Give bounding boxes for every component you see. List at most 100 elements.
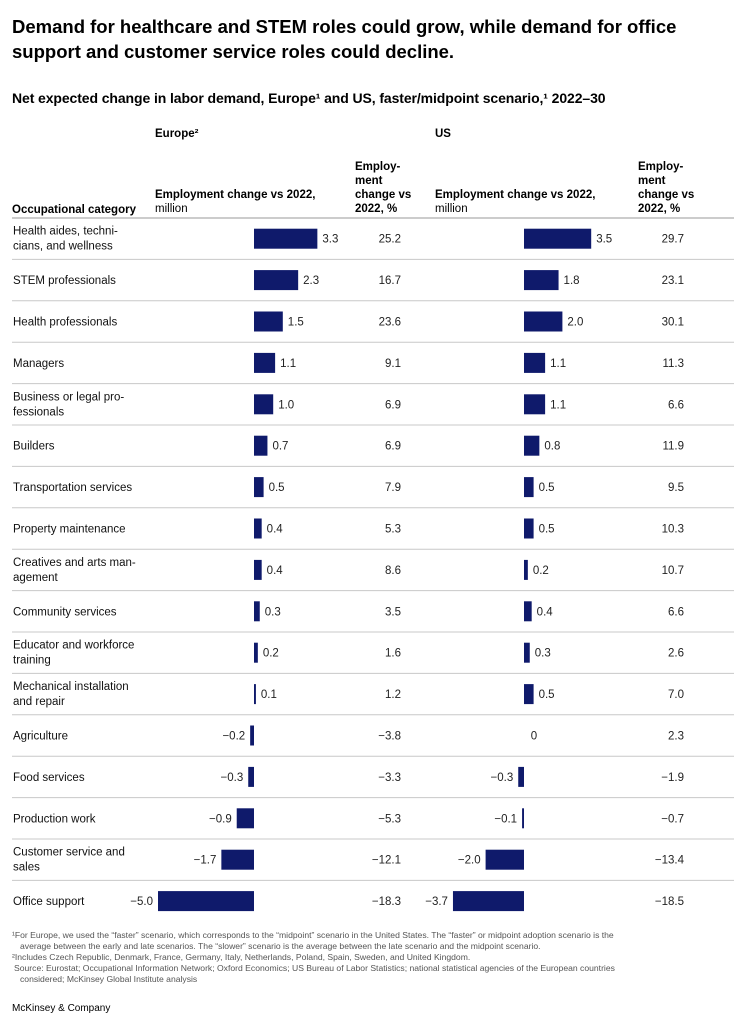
us-value-label: −0.1 (494, 813, 517, 825)
europe-bar (254, 270, 299, 291)
europe-value-label: −5.0 (130, 896, 153, 908)
europe-pct-label: −18.3 (372, 896, 401, 908)
header-us-change-million: Employment change vs 2022, million (435, 188, 595, 216)
source-note: Source: Eurostat; Occupational Informati… (14, 963, 615, 973)
footnote-1-cont: average between the early and late scena… (20, 941, 541, 951)
us-bar (524, 311, 563, 332)
header-us-change-million-label: Employment change vs 2022, (435, 189, 596, 201)
us-value-label: −3.7 (425, 896, 448, 908)
us-bar (524, 642, 530, 663)
header-occupational-category: Occupational category (12, 204, 136, 216)
us-value-label: 1.1 (550, 358, 566, 370)
category-label: Office support (13, 896, 85, 908)
us-bar (522, 808, 524, 829)
us-pct-label: 6.6 (668, 399, 684, 411)
europe-pct-label: −12.1 (372, 855, 401, 867)
region-label-europe: Europe² (155, 128, 199, 140)
us-value-label: 0.5 (539, 524, 555, 536)
category-label: Mechanical installation and repair (13, 681, 129, 708)
us-pct-label: 6.6 (668, 606, 684, 618)
chart-subtitle: Net expected change in labor demand, Eur… (12, 90, 606, 106)
region-label-us: US (435, 128, 451, 140)
europe-value-label: 3.3 (322, 234, 338, 246)
europe-bar (254, 394, 274, 415)
us-pct-label: 9.5 (668, 482, 684, 494)
category-label: Creatives and arts man-agement (13, 557, 136, 584)
europe-pct-label: 16.7 (379, 275, 401, 287)
us-bar (524, 601, 532, 622)
us-bar (518, 766, 524, 787)
europe-bar (254, 601, 260, 622)
europe-bar (254, 642, 258, 663)
europe-value-label: 0.3 (265, 606, 281, 618)
us-bar (524, 559, 528, 580)
europe-pct-label: 25.2 (379, 234, 401, 246)
chart-title: Demand for healthcare and STEM roles cou… (12, 16, 677, 62)
us-pct-label: 10.3 (662, 524, 684, 536)
header-us-change-pct: Employ-ment change vs 2022, % (638, 161, 695, 215)
europe-value-label: 0.5 (269, 482, 285, 494)
footnote-1: ¹For Europe, we used the “faster” scenar… (12, 930, 614, 940)
us-pct-label: 2.6 (668, 648, 684, 660)
europe-value-label: 1.5 (288, 317, 304, 329)
us-value-label: 0.8 (544, 441, 560, 453)
europe-pct-label: 6.9 (385, 399, 401, 411)
europe-pct-label: 1.6 (385, 648, 401, 660)
us-pct-label: 7.0 (668, 689, 684, 701)
us-value-label: −0.3 (491, 772, 514, 784)
header-us-change-million-unit: million (435, 203, 468, 215)
europe-pct-label: 5.3 (385, 524, 401, 536)
us-value-label: 0 (531, 731, 537, 743)
us-value-label: 0.4 (537, 606, 554, 618)
europe-value-label: 0.4 (267, 524, 284, 536)
us-pct-label: 29.7 (662, 234, 684, 246)
europe-value-label: −0.9 (209, 813, 232, 825)
us-pct-label: 30.1 (662, 317, 684, 329)
europe-value-label: 0.2 (263, 648, 279, 660)
category-label: Builders (13, 441, 55, 453)
europe-bar (254, 311, 283, 332)
europe-value-label: 0.7 (272, 441, 288, 453)
europe-bar (254, 435, 268, 456)
category-label: Educator and workforce training (13, 640, 134, 667)
us-value-label: 1.8 (564, 275, 580, 287)
us-pct-label: −0.7 (661, 813, 684, 825)
us-pct-label: 11.3 (662, 358, 684, 370)
us-value-label: −2.0 (458, 855, 481, 867)
category-label: Agriculture (13, 731, 68, 743)
europe-bar (254, 518, 262, 539)
us-pct-label: 10.7 (662, 565, 684, 577)
bar-chart: Health aides, techni-cians, and wellness… (12, 217, 734, 912)
europe-value-label: 0.1 (261, 689, 277, 701)
europe-value-label: 1.1 (280, 358, 296, 370)
europe-value-label: 0.4 (267, 565, 284, 577)
footnote-2: ²Includes Czech Republic, Denmark, Franc… (12, 952, 471, 962)
europe-bar (221, 849, 254, 870)
europe-pct-label: 1.2 (385, 689, 401, 701)
us-value-label: 0.3 (535, 648, 551, 660)
brand-logo-text: McKinsey & Company (12, 1003, 111, 1014)
europe-value-label: −0.2 (222, 731, 245, 743)
category-label: Customer service and sales (13, 847, 125, 874)
us-bar (452, 891, 524, 912)
source-note-cont: considered; McKinsey Global Institute an… (20, 974, 198, 984)
us-bar (524, 270, 559, 291)
us-bar (524, 394, 546, 415)
europe-pct-label: −5.3 (378, 813, 401, 825)
us-value-label: 0.5 (539, 482, 555, 494)
us-pct-label: −1.9 (661, 772, 684, 784)
us-bar (524, 435, 540, 456)
category-label: Health aides, techni-cians, and wellness (13, 226, 118, 253)
us-bar (524, 684, 534, 705)
category-label: Health professionals (13, 317, 117, 329)
europe-pct-label: 3.5 (385, 606, 401, 618)
category-label: Production work (13, 813, 96, 825)
category-label: Property maintenance (13, 524, 126, 536)
category-label: Business or legal pro-fessionals (13, 391, 124, 418)
header-europe-change-million-label: Employment change vs 2022, (155, 189, 316, 201)
europe-bar (254, 352, 276, 373)
europe-bar (254, 684, 256, 705)
us-pct-label: −13.4 (655, 855, 685, 867)
europe-pct-label: 7.9 (385, 482, 401, 494)
header-europe-change-pct: Employ-ment change vs 2022, % (355, 161, 412, 215)
